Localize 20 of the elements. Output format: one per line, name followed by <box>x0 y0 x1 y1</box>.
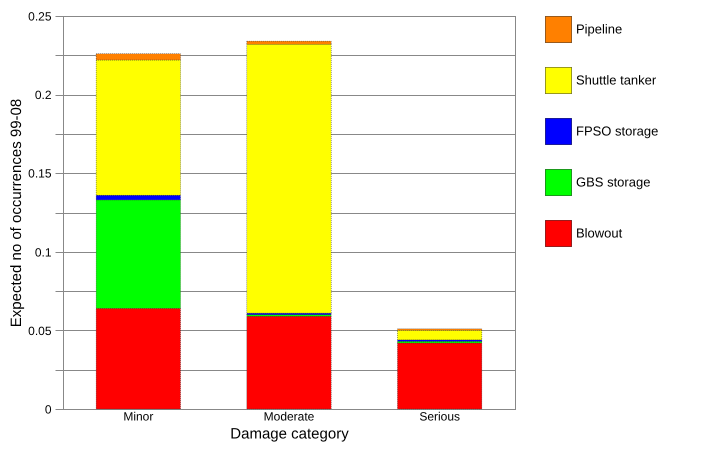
x-axis-title: Damage category <box>230 426 350 442</box>
y-tick-label: 0.15 <box>28 166 52 181</box>
legend-label: FPSO storage <box>576 124 658 138</box>
y-tick-label: 0.25 <box>28 10 52 24</box>
y-tick-label: 0.2 <box>34 88 52 102</box>
x-tick-label: Moderate <box>264 410 315 424</box>
x-tick-label: Serious <box>419 410 460 424</box>
y-tick-label: 0.05 <box>28 324 52 338</box>
legend-label: Shuttle tanker <box>576 72 657 88</box>
legend-label: Blowout <box>576 226 623 240</box>
y-tick-label: 0.1 <box>34 245 52 260</box>
x-tick-label: Minor <box>123 410 154 424</box>
bar <box>246 316 332 410</box>
bar <box>246 44 332 314</box>
bar <box>397 342 482 410</box>
y-axis-title: Expected no of occurrences 99-08 <box>8 98 26 328</box>
y-tick-label: 0 <box>44 402 52 416</box>
legend-label: GBS storage <box>576 174 650 190</box>
legend-label: Pipeline <box>576 22 622 36</box>
bar <box>397 330 482 340</box>
